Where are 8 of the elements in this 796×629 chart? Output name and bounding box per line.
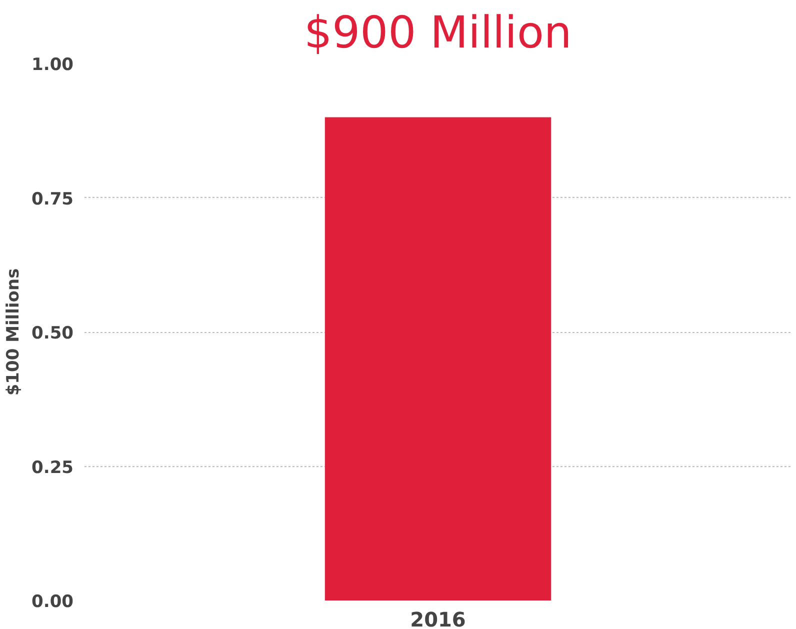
y-tick-label: 1.00 [32, 55, 74, 75]
chart-title: $900 Million [304, 8, 572, 58]
y-axis-title: $100 Millions [4, 268, 24, 396]
y-tick-label: 0.25 [32, 458, 74, 478]
x-tick-label: 2016 [410, 608, 466, 629]
y-tick-label: 0.00 [32, 592, 74, 612]
y-tick-label: 0.50 [32, 324, 74, 344]
y-tick-label: 0.75 [32, 189, 74, 210]
